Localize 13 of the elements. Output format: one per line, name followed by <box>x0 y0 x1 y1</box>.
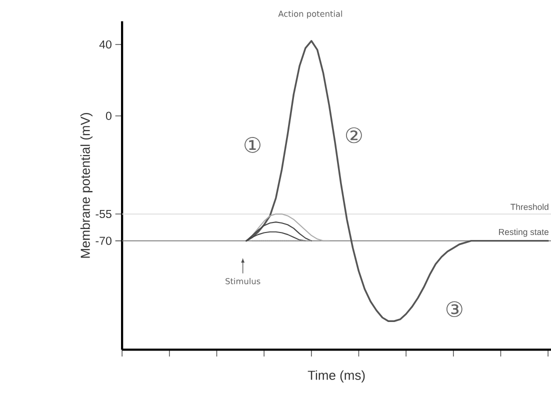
y-tick-label: -70 <box>96 236 112 246</box>
y-axis-title: Membrane potential (mV) <box>80 113 92 258</box>
annotation: ③ <box>446 301 462 318</box>
ref-line-label: Resting state <box>499 228 548 237</box>
annotation: ① <box>244 137 260 153</box>
y-tick-label: 40 <box>99 40 112 49</box>
y-tick-label: -55 <box>96 210 112 218</box>
y-tick-label: 0 <box>106 112 112 120</box>
annotation: ② <box>346 127 362 144</box>
text: Action potential <box>278 10 342 19</box>
annotation: Stimulus <box>226 278 260 284</box>
ref-line-label: Threshold <box>510 204 548 210</box>
x-axis-title: Time (ms) <box>308 370 365 383</box>
